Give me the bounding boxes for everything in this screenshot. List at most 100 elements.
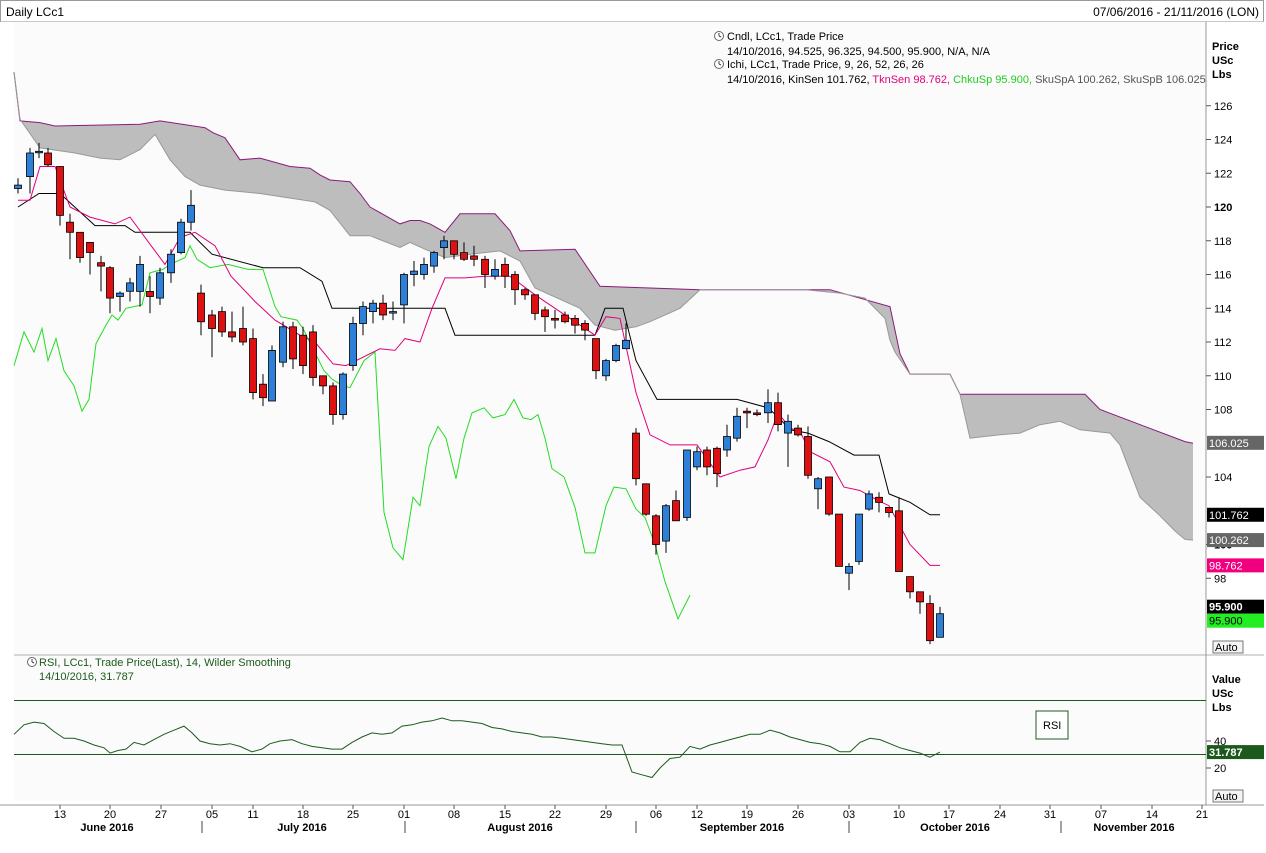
candle: [875, 492, 883, 513]
auto-label: Auto: [1215, 642, 1238, 654]
legend-ichi-title: Ichi, LCc1, Trade Price, 9, 26, 52, 26, …: [727, 59, 924, 71]
candle-body: [845, 566, 853, 574]
candle: [86, 241, 94, 275]
candle: [218, 306, 226, 337]
rsi-line: [13, 717, 941, 779]
candle-body: [86, 241, 94, 253]
candle-body: [56, 166, 64, 216]
candle: [44, 147, 52, 167]
day-tick-label: 26: [792, 809, 804, 821]
chikou-line: [13, 244, 691, 621]
rsi-legend-values: 14/10/2016, 31.787: [39, 671, 134, 683]
candle-body: [906, 576, 914, 593]
candle: [369, 299, 377, 324]
candle: [430, 250, 438, 273]
candle-body: [106, 267, 114, 299]
rsi-value-tag: [1207, 745, 1264, 760]
candle: [339, 372, 347, 420]
candle-body: [875, 496, 883, 503]
day-tick-label: 06: [650, 809, 662, 821]
candle-body: [743, 410, 751, 414]
candle: [259, 374, 267, 407]
legend-cndl-values: 14/10/2016, 94.525, 96.325, 94.500, 95.9…: [727, 46, 991, 58]
rsi-tag-box[interactable]: [1035, 710, 1069, 740]
candle: [450, 240, 458, 260]
candle-body: [369, 302, 377, 313]
price-axis: 1261241221201181161141121101081041009810…: [1206, 101, 1264, 628]
day-tick-label: 03: [843, 809, 855, 821]
candle-body: [916, 591, 924, 603]
candle: [460, 242, 468, 261]
day-tick-label: 14: [1146, 809, 1158, 821]
candle: [865, 490, 873, 511]
candle-body: [259, 383, 267, 399]
candle-body: [26, 152, 34, 178]
candle: [299, 326, 307, 375]
candle: [249, 328, 257, 400]
candle: [784, 414, 792, 467]
candle: [814, 477, 822, 510]
candle: [662, 504, 670, 553]
price-legend: Cndl, LCc1, Trade Price 14/10/2016, 94.5…: [714, 31, 1206, 86]
candle-body: [632, 432, 640, 480]
price-tick-label: 122: [1214, 168, 1232, 180]
auto-button[interactable]: [1212, 640, 1244, 654]
candle-body: [389, 311, 397, 314]
candle-body: [733, 415, 741, 439]
candle-body: [228, 331, 236, 338]
legend-chikou: ChkuSp 95.900,: [953, 74, 1032, 86]
day-tick-label: 10: [893, 809, 905, 821]
day-tick-label: 07: [1095, 809, 1107, 821]
candle: [612, 343, 620, 363]
candle-body: [723, 436, 731, 451]
candle-body: [642, 483, 650, 515]
candle: [632, 428, 640, 486]
price-tag-chkusp: [1207, 613, 1264, 628]
candle-body: [936, 613, 944, 638]
candle: [733, 407, 741, 442]
rsi-auto-button[interactable]: [1212, 789, 1244, 803]
candle: [410, 261, 418, 287]
candlesticks: [14, 142, 944, 645]
price-tick-label: 116: [1214, 270, 1232, 282]
candle: [581, 320, 589, 341]
candle: [208, 309, 216, 358]
candle-body: [430, 252, 438, 267]
candle: [511, 271, 519, 305]
candle-body: [359, 306, 367, 324]
candle: [916, 591, 924, 614]
rsi-auto-label: Auto: [1215, 791, 1238, 803]
candle-body: [410, 270, 418, 275]
candle: [855, 513, 863, 565]
month-label: June 2016: [80, 822, 133, 834]
price-tag-close: [1207, 599, 1264, 614]
candle: [683, 449, 691, 521]
price-tick-label: 114: [1214, 303, 1232, 315]
candle: [187, 190, 195, 231]
candle-body: [167, 253, 175, 274]
candle: [279, 321, 287, 368]
candle: [197, 284, 205, 336]
candle-body: [521, 289, 529, 296]
rsi-legend: RSI, LCc1, Trade Price(Last), 14, Wilder…: [27, 657, 291, 683]
candle-body: [491, 268, 499, 277]
candle-body: [329, 385, 337, 415]
price-tick-label: 110: [1214, 371, 1232, 383]
candle-body: [249, 338, 257, 394]
price-tick-label: 104: [1214, 472, 1232, 484]
candle: [672, 490, 680, 522]
candle-body: [622, 339, 630, 350]
candle: [885, 506, 893, 518]
candle-body: [470, 255, 478, 260]
candle-body: [177, 221, 185, 253]
candle-body: [187, 204, 195, 223]
price-axis-title-2: USc: [1212, 55, 1233, 67]
candle: [136, 255, 144, 307]
month-label: August 2016: [487, 822, 552, 834]
candle-body: [14, 184, 22, 189]
price-tag-label: 95.900: [1209, 602, 1243, 614]
candle-body: [146, 290, 154, 297]
candle-body: [713, 447, 721, 474]
rsi-tick-label: 20: [1214, 763, 1226, 775]
candle-body: [208, 314, 216, 329]
